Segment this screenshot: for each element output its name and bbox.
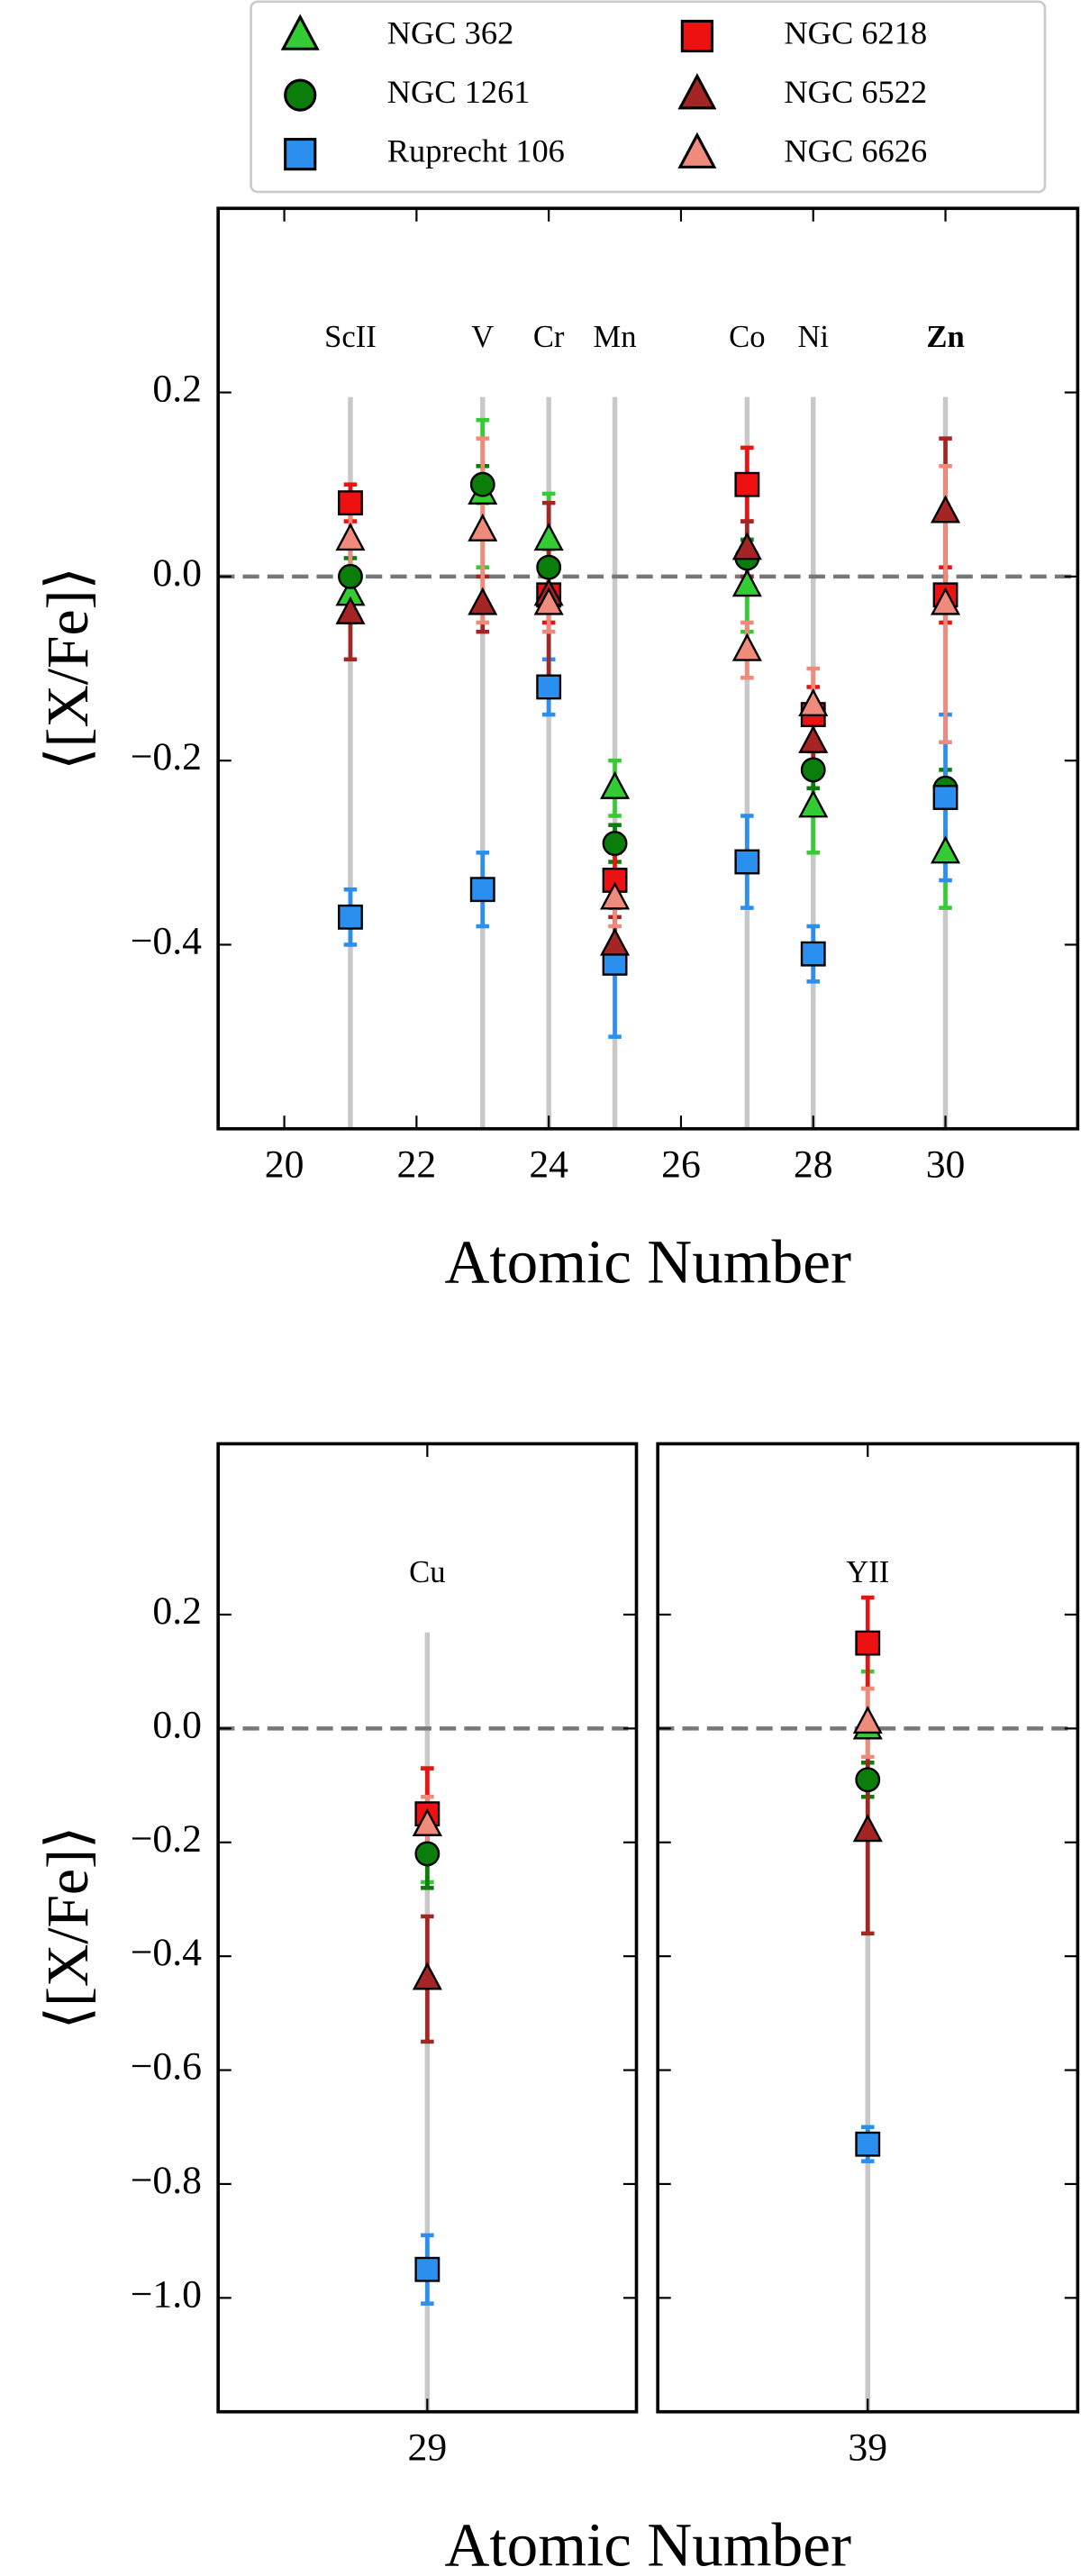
- y-tick-label: −0.8: [131, 2159, 202, 2202]
- element-label: Cu: [409, 1555, 445, 1589]
- marker: [852, 1814, 883, 1843]
- x-tick-label: 26: [661, 1143, 701, 1187]
- marker: [468, 587, 498, 615]
- marker: [338, 490, 363, 516]
- marker: [533, 523, 564, 551]
- marker: [798, 789, 829, 818]
- marker: [469, 877, 495, 903]
- marker: [680, 19, 713, 53]
- x-tick-label: 22: [397, 1143, 437, 1187]
- marker: [734, 849, 760, 875]
- marker: [852, 1706, 883, 1734]
- marker: [930, 835, 961, 864]
- element-label: Ni: [797, 320, 829, 354]
- marker: [731, 633, 762, 661]
- marker: [800, 941, 826, 967]
- marker: [930, 495, 961, 523]
- axes-frame: [656, 1442, 1080, 2414]
- marker: [798, 687, 829, 716]
- element-label: Cr: [533, 320, 565, 354]
- legend-label: NGC 6218: [784, 14, 927, 50]
- marker: [335, 523, 366, 551]
- legend-label: NGC 6626: [784, 133, 927, 169]
- marker: [798, 724, 829, 753]
- marker: [602, 831, 628, 857]
- y-axis-label: ⟨[X/Fe]⟩: [36, 567, 101, 770]
- y-tick-label: −0.4: [131, 920, 202, 963]
- x-axis-label: Atomic Number: [444, 1226, 851, 1296]
- marker: [536, 674, 562, 700]
- legend-label: NGC 362: [387, 14, 514, 50]
- x-tick-label: 28: [794, 1143, 833, 1187]
- x-tick-label: 39: [848, 2426, 887, 2469]
- y-tick-label: −1.0: [131, 2272, 202, 2316]
- element-label: Zn: [926, 320, 964, 354]
- marker: [855, 1767, 881, 1793]
- legend-label: NGC 6522: [784, 74, 927, 110]
- element-label: ScII: [324, 320, 377, 354]
- axes-frame: [216, 206, 1080, 1131]
- y-tick-label: −0.2: [131, 1817, 202, 1861]
- x-tick-label: 30: [926, 1143, 966, 1187]
- element-label: Co: [729, 320, 765, 354]
- y-tick-label: 0.2: [152, 368, 202, 411]
- marker: [930, 587, 961, 615]
- marker: [600, 881, 631, 910]
- element-label: V: [471, 320, 494, 354]
- y-tick-label: 0.0: [152, 551, 202, 595]
- y-tick-label: −0.6: [131, 2045, 202, 2089]
- marker: [338, 563, 363, 589]
- marker: [677, 73, 717, 110]
- marker: [734, 471, 760, 497]
- marker: [731, 532, 762, 560]
- x-tick-label: 24: [529, 1143, 568, 1187]
- x-tick-label: 29: [408, 2426, 448, 2469]
- figure-body: ScII V Cr Mn Co Ni Zn 20 22 24 26 28 30 −0.4 −0.2 0.0 0.…: [36, 0, 1080, 2576]
- marker: [469, 471, 495, 497]
- marker: [468, 513, 498, 542]
- legend-label: NGC 1261: [387, 74, 531, 110]
- marker: [855, 1630, 881, 1656]
- legend-label: Ruprecht 106: [387, 133, 565, 169]
- marker: [600, 770, 631, 799]
- marker: [284, 78, 317, 112]
- marker: [414, 1841, 441, 1867]
- marker: [932, 785, 958, 810]
- marker: [533, 587, 564, 615]
- marker: [600, 927, 631, 956]
- y-tick-label: −0.4: [131, 1931, 202, 1974]
- marker: [412, 1807, 442, 1836]
- marker: [731, 569, 762, 597]
- marker: [677, 132, 717, 168]
- marker: [414, 2256, 441, 2282]
- axes-frame: [216, 1442, 639, 2414]
- marker: [338, 904, 363, 930]
- x-tick-label: 20: [265, 1143, 304, 1187]
- marker: [284, 138, 317, 171]
- element-label: Mn: [594, 320, 637, 354]
- element-label: YII: [846, 1555, 889, 1589]
- y-tick-label: −0.2: [131, 735, 202, 778]
- marker: [335, 596, 366, 624]
- y-axis-label: ⟨[X/Fe]⟩: [36, 1826, 101, 2030]
- marker: [280, 14, 320, 50]
- marker: [536, 554, 562, 580]
- marker: [412, 1962, 442, 1990]
- y-tick-label: 0.2: [152, 1589, 202, 1633]
- x-axis-label: Atomic Number: [444, 2509, 851, 2576]
- legend-frame: [250, 0, 1047, 194]
- y-tick-label: 0.0: [152, 1703, 202, 1746]
- marker: [800, 757, 826, 783]
- marker: [855, 2131, 881, 2157]
